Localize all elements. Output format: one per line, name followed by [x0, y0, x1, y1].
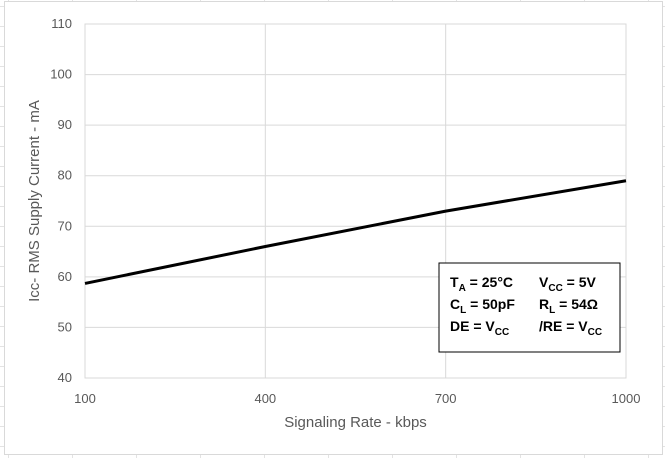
- condition-subscript: A: [459, 283, 466, 294]
- y-tick-label: 60: [58, 269, 72, 284]
- condition-symbol: DE = V: [450, 318, 495, 334]
- condition-subscript: L: [460, 305, 466, 316]
- y-tick-label: 110: [51, 16, 72, 31]
- y-axis-title: Icc- RMS Supply Current - mA: [26, 100, 43, 302]
- condition-value: = 25°C: [466, 274, 513, 290]
- condition-subscript: CC: [588, 327, 602, 338]
- y-tick-label: 90: [58, 117, 72, 132]
- x-tick-label: 400: [254, 391, 276, 406]
- condition-value: = 5V: [563, 274, 597, 290]
- condition-value: = 50pF: [466, 296, 515, 312]
- condition-label: TA = 25°C: [450, 274, 513, 294]
- x-tick-label: 1000: [612, 391, 641, 406]
- x-tick-label: 100: [74, 391, 96, 406]
- y-tick-label: 50: [58, 319, 72, 334]
- condition-symbol: V: [539, 274, 549, 290]
- y-tick-label: 100: [50, 67, 72, 82]
- condition-symbol: R: [539, 296, 549, 312]
- series-line: [84, 179, 627, 285]
- x-axis-title: Signaling Rate - kbps: [284, 414, 427, 431]
- condition-symbol: /RE = V: [539, 318, 588, 334]
- condition-symbol: T: [450, 274, 459, 290]
- condition-label: VCC = 5V: [539, 274, 597, 294]
- conditions-box: [438, 262, 621, 353]
- y-tick-label: 40: [58, 370, 72, 385]
- condition-label: RL = 54Ω: [539, 296, 598, 316]
- condition-label: CL = 50pF: [450, 296, 515, 316]
- x-tick-label: 700: [435, 391, 457, 406]
- condition-subscript: CC: [495, 327, 509, 338]
- condition-label: /RE = VCC: [539, 318, 602, 338]
- condition-value: = 54Ω: [555, 296, 598, 312]
- condition-symbol: C: [450, 296, 460, 312]
- condition-subscript: L: [549, 305, 555, 316]
- y-tick-label: 80: [58, 168, 72, 183]
- condition-subscript: CC: [548, 283, 562, 294]
- y-tick-label: 70: [58, 218, 72, 233]
- condition-label: DE = VCC: [450, 318, 509, 338]
